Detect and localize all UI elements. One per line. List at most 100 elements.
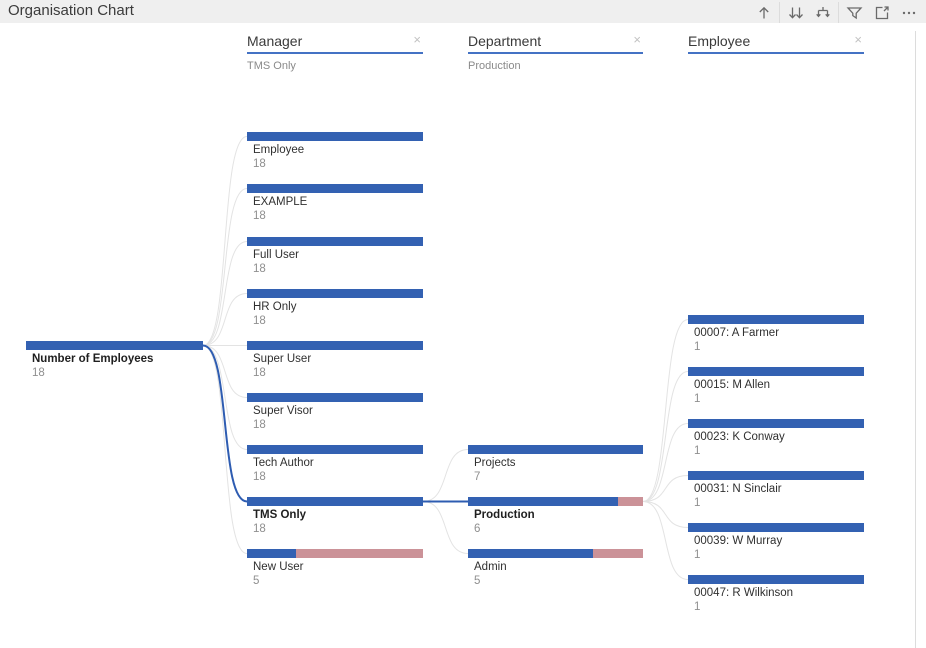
node-bar-fill: [688, 575, 864, 584]
node-bar: [247, 289, 423, 298]
node-value: 7: [474, 471, 481, 483]
node-value: 18: [253, 158, 266, 170]
tree-node[interactable]: TMS Only 18: [247, 497, 423, 537]
tree-node[interactable]: New User 5: [247, 549, 423, 589]
tree-node[interactable]: Full User 18: [247, 237, 423, 277]
node-value: 5: [474, 575, 481, 587]
root-node[interactable]: Number of Employees 18: [26, 341, 203, 381]
node-bar: [468, 497, 643, 506]
tree-node[interactable]: Tech Author 18: [247, 445, 423, 485]
level-header-underline: [247, 52, 423, 54]
node-bar: [26, 341, 203, 350]
tree-node[interactable]: HR Only 18: [247, 289, 423, 329]
node-bar-fill: [247, 289, 423, 298]
filter-icon[interactable]: [841, 0, 868, 26]
node-bar: [688, 315, 864, 324]
node-bar: [247, 445, 423, 454]
connector: [202, 345, 248, 450]
tree-node[interactable]: Super Visor 18: [247, 393, 423, 433]
connector: [202, 293, 248, 346]
node-bar: [688, 523, 864, 532]
level-header-label: Employee: [688, 33, 751, 49]
node-value: 1: [694, 393, 701, 405]
tree-node[interactable]: Production 6: [468, 497, 643, 537]
node-bar: [247, 341, 423, 350]
toolbar-separator: [779, 2, 780, 24]
node-label: Super Visor: [253, 405, 313, 417]
tree-node[interactable]: Admin 5: [468, 549, 643, 589]
connector: [642, 371, 689, 502]
node-value: 18: [253, 523, 266, 535]
node-bar: [688, 575, 864, 584]
node-bar-fill: [247, 393, 423, 402]
node-bar: [247, 237, 423, 246]
node-bar: [688, 471, 864, 480]
connector: [642, 501, 689, 580]
node-value: 5: [253, 575, 260, 587]
node-bar: [468, 445, 643, 454]
node-value: 18: [253, 263, 266, 275]
expand-next-level-icon[interactable]: [782, 0, 809, 26]
node-bar-fill: [468, 549, 593, 558]
node-bar-fill: [247, 132, 423, 141]
connector: [202, 345, 248, 554]
node-label: Production: [474, 509, 535, 521]
node-value: 18: [253, 471, 266, 483]
tree-node[interactable]: 00039: W Murray 1: [688, 523, 864, 563]
node-value: 1: [694, 549, 701, 561]
node-bar-fill: [688, 419, 864, 428]
node-value: 1: [694, 445, 701, 457]
node-label: Tech Author: [253, 457, 314, 469]
drill-up-icon[interactable]: [750, 0, 777, 26]
remove-level-icon[interactable]: ×: [633, 32, 641, 47]
node-label: Full User: [253, 249, 300, 261]
focus-mode-icon[interactable]: [868, 0, 895, 26]
connector: [642, 423, 689, 502]
node-label: 00047: R Wilkinson: [694, 587, 794, 599]
tree-node[interactable]: Employee 18: [247, 132, 423, 172]
connector-selected: [202, 344, 248, 503]
node-label: TMS Only: [253, 509, 307, 521]
connector: [202, 345, 248, 398]
level-header-label: Department: [468, 33, 542, 49]
visual-title: Organisation Chart: [8, 2, 134, 19]
remove-level-icon[interactable]: ×: [854, 32, 862, 47]
node-bar-fill: [26, 341, 203, 350]
tree-node[interactable]: 00023: K Conway 1: [688, 419, 864, 459]
connector: [202, 136, 248, 346]
level-header-label: Manager: [247, 33, 303, 49]
node-bar-fill: [247, 445, 423, 454]
tree-node[interactable]: 00031: N Sinclair 1: [688, 471, 864, 511]
node-bar: [468, 549, 643, 558]
node-label: 00031: N Sinclair: [694, 483, 782, 495]
node-value: 6: [474, 523, 481, 535]
node-label: Employee: [253, 144, 305, 156]
node-label: EXAMPLE: [253, 196, 308, 208]
node-bar-fill: [247, 237, 423, 246]
tree-node[interactable]: 00047: R Wilkinson 1: [688, 575, 864, 615]
tree-node[interactable]: 00015: M Allen 1: [688, 367, 864, 407]
tree-node[interactable]: 00007: A Farmer 1: [688, 315, 864, 355]
node-label: 00023: K Conway: [694, 431, 785, 443]
node-bar-fill: [688, 315, 864, 324]
toolbar-separator: [838, 2, 839, 24]
level-header-department[interactable]: Department × Production: [468, 33, 643, 73]
level-header-underline: [688, 52, 864, 54]
tree-node[interactable]: Super User 18: [247, 341, 423, 381]
level-header-manager[interactable]: Manager × TMS Only: [247, 33, 423, 73]
node-label: 00007: A Farmer: [694, 327, 780, 339]
connector: [642, 501, 689, 528]
more-options-icon[interactable]: [895, 0, 922, 26]
connector: [202, 188, 248, 346]
level-header-employee[interactable]: Employee ×: [688, 33, 864, 73]
expand-all-icon[interactable]: [809, 0, 836, 26]
node-label: 00039: W Murray: [694, 535, 783, 547]
node-bar-fill: [688, 523, 864, 532]
tree-node[interactable]: Projects 7: [468, 445, 643, 485]
remove-level-icon[interactable]: ×: [413, 32, 421, 47]
node-label: New User: [253, 561, 304, 573]
node-value: 18: [253, 315, 266, 327]
node-bar-fill: [247, 497, 423, 506]
tree-node[interactable]: EXAMPLE 18: [247, 184, 423, 224]
